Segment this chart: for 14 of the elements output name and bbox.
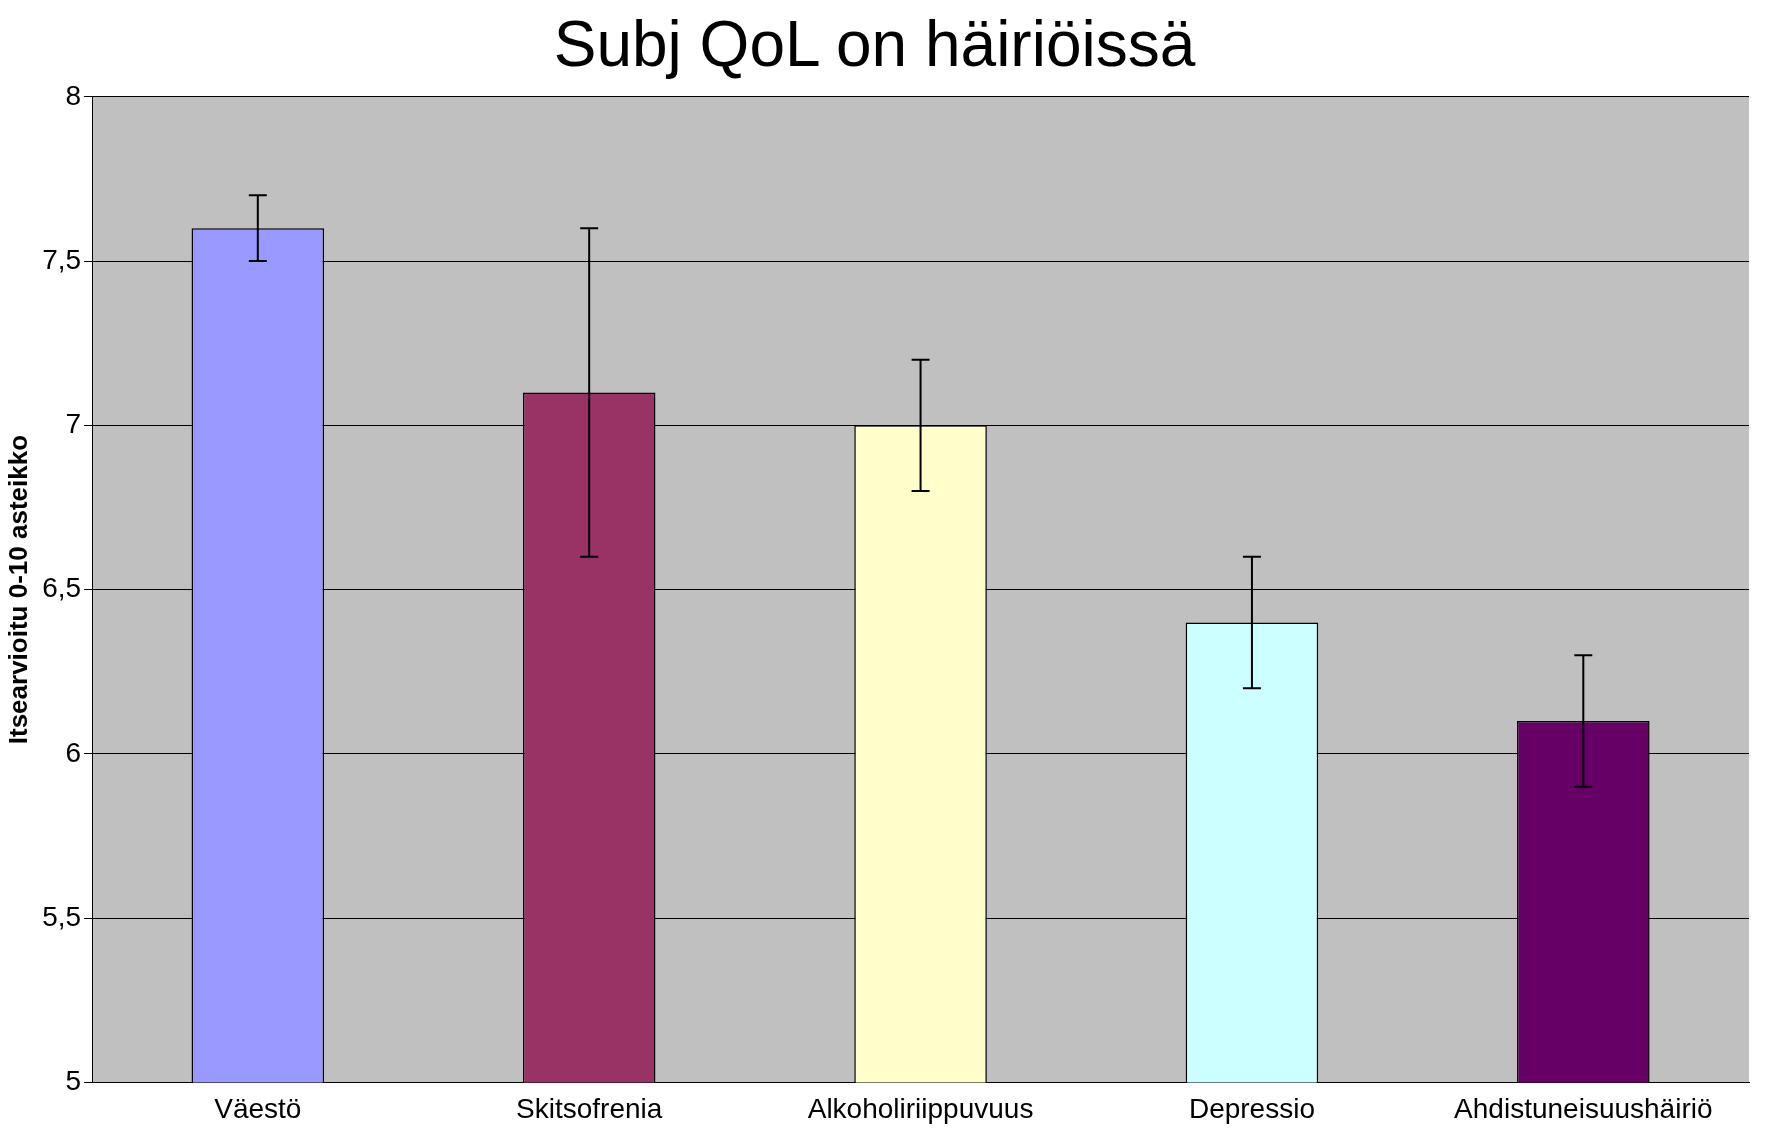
y-tick-label: 5,5: [42, 900, 82, 932]
y-tick-label: 7,5: [42, 243, 82, 275]
chart-title: Subj QoL on häiriöissä: [553, 8, 1196, 81]
y-axis-title: Itsearvioitu 0-10 asteikko: [2, 434, 33, 745]
y-tick-label: 6: [65, 736, 82, 768]
x-tick-label: Depressio: [1188, 1092, 1315, 1124]
x-tick-label: Ahdistuneisuushäiriö: [1454, 1092, 1713, 1124]
y-tick-label: 8: [65, 79, 82, 111]
x-tick-label: Alkoholiriippuvuus: [807, 1092, 1034, 1124]
y-tick-label: 5: [65, 1065, 82, 1097]
y-tick-label: 6,5: [42, 572, 82, 604]
y-tick-label: 7: [65, 408, 82, 440]
x-tick-label: Väestö: [214, 1092, 302, 1124]
x-tick-label: Skitsofrenia: [516, 1092, 663, 1124]
